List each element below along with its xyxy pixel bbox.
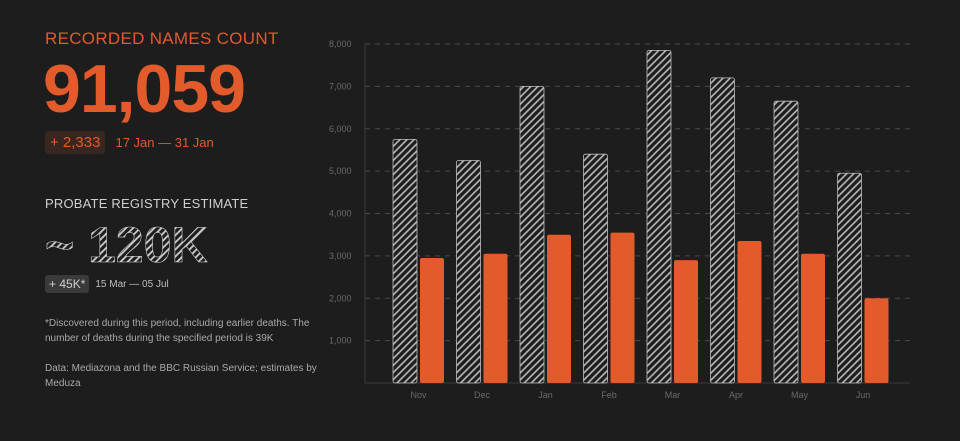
probate-period: 15 Mar — 05 Jul: [95, 278, 169, 290]
bars: [392, 49, 889, 384]
x-tick-label: Jun: [856, 390, 871, 400]
grid-layer: [364, 43, 910, 384]
probate-estimate-graphic: ~ 120K: [45, 217, 208, 268]
y-tick-label: 2,000: [329, 293, 352, 303]
bar-solid-jun: [864, 298, 889, 383]
bar-solid-feb: [610, 232, 635, 383]
bar-hatched-jun: [837, 172, 862, 384]
bar-solid-dec: [483, 253, 508, 383]
x-tick-label: Mar: [665, 390, 681, 400]
y-tick-label: 8,000: [329, 39, 352, 49]
probate-estimate-title: PROBATE REGISTRY ESTIMATE: [45, 196, 249, 211]
x-tick-label: Nov: [410, 390, 427, 400]
recorded-delta-badge: + 2,333: [45, 131, 106, 154]
probate-estimate-value: ~ 120K: [45, 217, 208, 268]
y-tick-label: 1,000: [329, 336, 352, 346]
x-tick-label: Jan: [538, 390, 553, 400]
bar-hatched-may: [773, 100, 799, 384]
recorded-period: 17 Jan — 31 Jan: [115, 135, 214, 150]
y-tick-labels: 1,000 2,000 3,000 4,000 5,000 6,000 7,000 8,000: [329, 39, 352, 346]
bar-solid-apr: [737, 241, 762, 383]
y-tick-label: 3,000: [329, 251, 352, 261]
y-tick-label: 5,000: [329, 166, 352, 176]
footnote: *Discovered during this period, includin…: [45, 318, 310, 344]
source-note: Data: Mediazona and the BBC Russian Serv…: [45, 363, 317, 389]
bar-solid-jan: [547, 234, 571, 383]
bar-hatched-mar: [646, 49, 672, 384]
y-tick-label: 7,000: [329, 81, 352, 91]
x-tick-label: Apr: [729, 390, 743, 400]
recorded-delta-row: + 2,333 17 Jan — 31 Jan: [45, 131, 214, 154]
bar-hatched-feb: [583, 153, 608, 384]
recorded-names-title: RECORDED NAMES COUNT: [45, 29, 279, 48]
bar-solid-nov: [420, 257, 444, 383]
probate-delta-row: + 45K* 15 Mar — 05 Jul: [45, 275, 169, 293]
y-tick-label: 6,000: [329, 124, 352, 134]
y-tick-label: 4,000: [329, 209, 352, 219]
x-tick-labels: Nov Dec Jan Feb Mar Apr May Jun: [410, 390, 870, 400]
bar-hatched-jan: [519, 85, 545, 384]
x-tick-label: Dec: [474, 390, 491, 400]
bar-solid-may: [801, 253, 825, 383]
bar-hatched-nov: [392, 138, 418, 384]
x-tick-label: May: [791, 390, 809, 400]
probate-delta-badge: + 45K*: [45, 275, 90, 293]
bar-hatched-dec: [456, 160, 481, 384]
x-tick-label: Feb: [601, 390, 617, 400]
recorded-names-value: 91,059: [43, 51, 246, 127]
bar-solid-mar: [674, 260, 698, 383]
bar-hatched-apr: [710, 77, 735, 384]
